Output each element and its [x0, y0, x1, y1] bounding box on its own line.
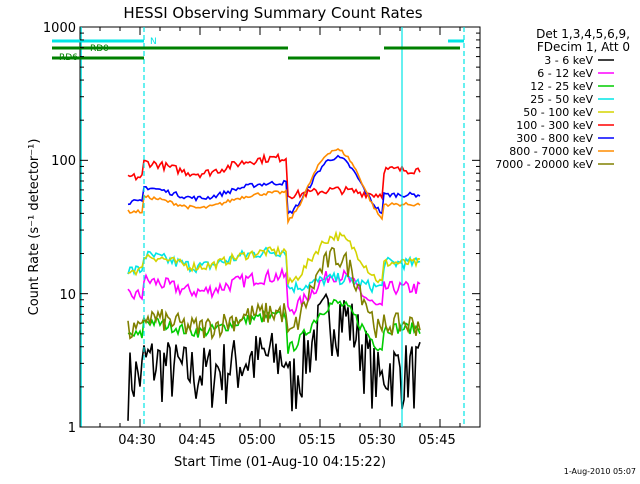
series-line — [127, 152, 421, 201]
flag-label-n: N — [150, 37, 157, 47]
x-tick-label: 05:15 — [298, 433, 335, 448]
series-line — [127, 148, 421, 226]
footer-date: 1-Aug-2010 05:07 — [564, 467, 636, 476]
legend-label: 6 - 12 keV — [537, 67, 593, 80]
flag-label-rd6: RD6 — [59, 53, 78, 63]
y-tick-label: 1000 — [43, 21, 76, 36]
x-axis-label: Start Time (01-Aug-10 04:15:22) — [174, 455, 386, 470]
y-axis-label: Count Rate (s⁻¹ detector⁻¹) — [27, 139, 42, 316]
series-line — [127, 292, 421, 421]
series-layer — [127, 148, 421, 421]
legend-header: FDecim 1, Att 0 — [537, 40, 630, 54]
legend: Det 1,3,4,5,6,9, FDecim 1, Att 0 3 - 6 k… — [495, 27, 630, 171]
x-tick-label: 04:30 — [118, 433, 155, 448]
series-line — [127, 266, 421, 316]
series-line — [127, 246, 421, 341]
legend-label: 7000 - 20000 keV — [495, 158, 593, 171]
flags-layer — [52, 27, 465, 427]
legend-label: 300 - 800 keV — [516, 132, 593, 145]
x-tick-label: 04:45 — [178, 433, 215, 448]
legend-label: 800 - 7000 keV — [509, 145, 593, 158]
y-tick-label: 100 — [51, 154, 76, 169]
legend-label: 3 - 6 keV — [544, 54, 593, 67]
legend-label: 12 - 25 keV — [530, 80, 593, 93]
series-line — [127, 230, 421, 285]
legend-header: Det 1,3,4,5,6,9, — [536, 27, 630, 41]
y-tick-label: 1 — [68, 421, 76, 436]
legend-label: 100 - 300 keV — [516, 119, 593, 132]
series-line — [127, 298, 421, 354]
flag-label-rd0: RD0 — [90, 44, 109, 54]
legend-label: 50 - 100 keV — [523, 106, 593, 119]
y-tick-label: 10 — [59, 288, 76, 303]
x-tick-label: 05:00 — [238, 433, 275, 448]
chart-title: HESSI Observing Summary Count Rates — [123, 4, 422, 22]
series-line — [127, 246, 421, 295]
legend-label: 25 - 50 keV — [530, 93, 593, 106]
axes-layer — [79, 27, 481, 428]
x-tick-label: 05:45 — [418, 433, 455, 448]
x-tick-label: 05:30 — [358, 433, 395, 448]
